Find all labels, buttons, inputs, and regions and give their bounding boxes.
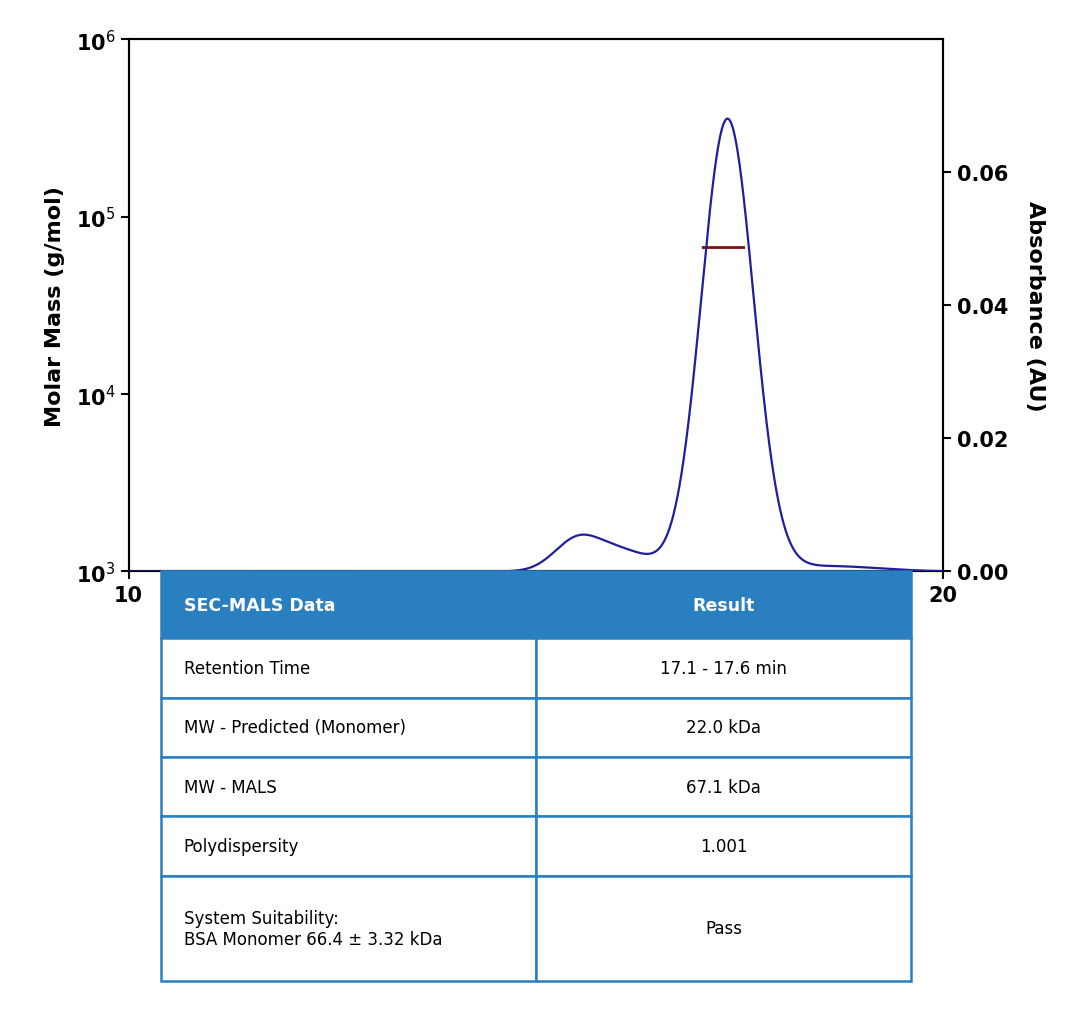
Y-axis label: Absorbance (AU): Absorbance (AU) [1025,201,1044,411]
Y-axis label: Molar Mass (g/mol): Molar Mass (g/mol) [45,186,64,427]
X-axis label: Time (min): Time (min) [456,619,616,645]
